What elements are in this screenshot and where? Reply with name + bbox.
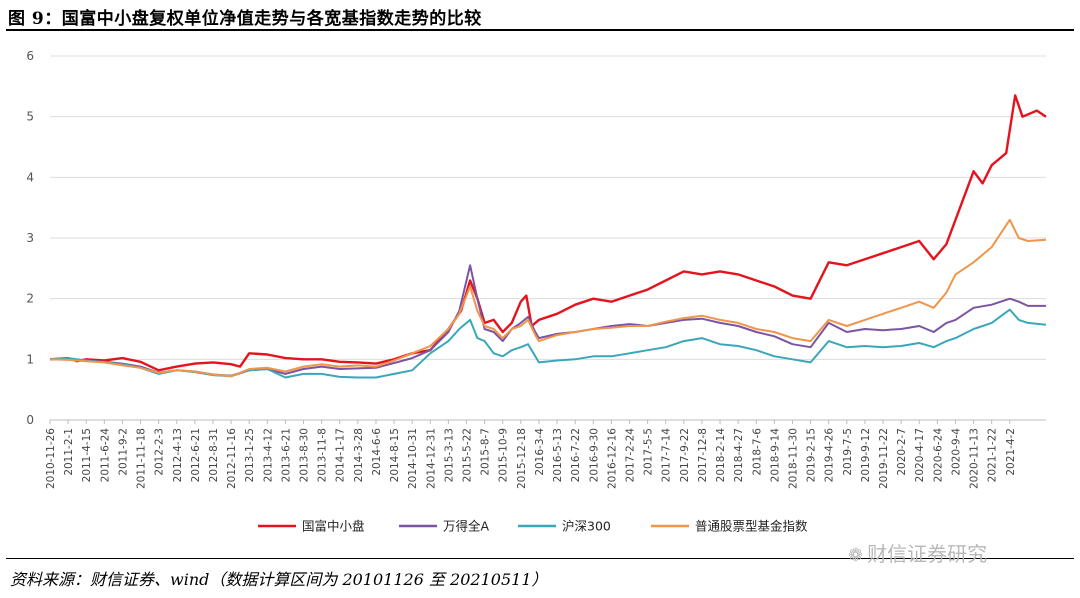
y-tick-label: 6 (26, 49, 34, 63)
x-tick-label: 2013-1-25 (244, 428, 256, 482)
x-tick-label: 2017-12-8 (697, 428, 709, 482)
x-tick-label: 2020-2-7 (896, 428, 908, 476)
x-tick-label: 2012-6-21 (190, 428, 202, 482)
x-tick-label: 2014-10-31 (407, 428, 419, 489)
x-tick-label: 2011-6-24 (99, 428, 111, 483)
y-tick-label: 1 (26, 352, 34, 366)
x-tick-label: 2014-12-31 (425, 428, 437, 489)
x-tick-label: 2011-9-2 (117, 428, 129, 476)
x-tick-label: 2021-1-22 (987, 428, 999, 482)
x-tick-label: 2014-1-17 (335, 428, 347, 482)
x-tick-label: 2011-4-15 (81, 428, 93, 482)
x-tick-label: 2015-12-18 (516, 428, 528, 489)
x-tick-label: 2016-7-22 (570, 428, 582, 482)
x-tick-label: 2020-6-24 (932, 428, 944, 483)
y-tick-label: 5 (26, 110, 34, 124)
x-tick-label: 2010-11-26 (45, 428, 57, 489)
series-line (49, 308, 1047, 379)
y-tick-label: 0 (26, 413, 34, 427)
x-tick-label: 2013-4-12 (262, 428, 274, 482)
x-tick-label: 2014-8-15 (389, 428, 401, 482)
legend-label: 普通股票型基金指数 (695, 519, 808, 534)
x-tick-label: 2014-3-28 (353, 428, 365, 482)
watermark: ❁ 财信证券研究 (848, 538, 987, 567)
series-line (49, 218, 1047, 378)
x-tick-label: 2016-3-4 (534, 428, 546, 476)
x-tick-label: 2017-9-22 (679, 428, 691, 482)
y-tick-label: 4 (26, 170, 34, 184)
x-tick-label: 2018-2-14 (715, 428, 727, 483)
legend-label: 万得全A (443, 519, 490, 534)
x-tick-label: 2019-11-22 (878, 428, 890, 489)
x-tick-label: 2016-9-30 (588, 428, 600, 482)
x-tick-label: 2013-11-8 (317, 428, 329, 482)
x-tick-label: 2017-5-5 (643, 428, 655, 476)
x-tick-label: 2015-8-7 (480, 428, 492, 476)
x-tick-label: 2013-6-21 (280, 428, 292, 482)
bottom-rule (6, 558, 1074, 559)
x-tick-label: 2017-7-14 (661, 428, 673, 483)
x-tick-label: 2013-8-30 (299, 428, 311, 482)
x-tick-label: 2020-11-13 (969, 428, 981, 489)
x-tick-label: 2011-11-18 (136, 428, 148, 489)
x-tick-label: 2019-4-26 (824, 428, 836, 483)
top-rule (6, 29, 1074, 31)
line-chart: 0 1 2 3 4 5 6 2010-11-26 2011-2-1 2011-4-15 2011-6… (26, 49, 1047, 534)
x-tick-label: 2016-12-16 (606, 428, 618, 489)
wechat-icon: ❁ (848, 545, 864, 566)
x-tick-label: 2021-4-2 (1005, 428, 1017, 476)
x-tick-label: 2012-11-16 (226, 428, 238, 489)
legend-label: 沪深300 (562, 519, 611, 534)
x-tick-label: 2011-2-1 (63, 428, 75, 476)
x-tick-label: 2018-7-6 (751, 428, 763, 476)
x-tick-label: 2015-5-22 (462, 428, 474, 482)
x-tick-label: 2012-2-3 (154, 428, 166, 476)
x-tick-label: 2020-9-4 (950, 428, 962, 476)
x-tick-label: 2012-8-31 (208, 428, 220, 482)
source-note: 资料来源：财信证券、wind（数据计算区间为 20101126 至 202105… (10, 570, 548, 589)
x-tick-label: 2014-6-6 (371, 428, 383, 476)
legend-label: 国富中小盘 (302, 519, 365, 534)
watermark-text: 财信证券研究 (867, 542, 988, 566)
x-tick-label: 2015-10-9 (498, 428, 510, 482)
x-tick-label: 2018-11-30 (787, 428, 799, 489)
figure-title: 图 9：国富中小盘复权单位净值走势与各宽基指数走势的比较 (8, 9, 482, 29)
x-tick-label: 2019-2-15 (806, 428, 818, 482)
series-line (49, 94, 1047, 372)
x-tick-label: 2017-2-24 (624, 428, 636, 483)
y-tick-label: 2 (26, 292, 34, 306)
x-tick-label: 2015-3-13 (443, 428, 455, 482)
x-tick-label: 2012-4-13 (172, 428, 184, 482)
x-tick-label: 2016-5-13 (552, 428, 564, 482)
x-tick-label: 2018-9-14 (769, 428, 781, 483)
x-tick-label: 2020-4-17 (914, 428, 926, 482)
x-tick-label: 2018-4-27 (733, 428, 745, 482)
y-tick-label: 3 (26, 231, 34, 245)
x-tick-label: 2019-7-5 (842, 428, 854, 476)
x-tick-label: 2019-9-12 (860, 428, 872, 482)
